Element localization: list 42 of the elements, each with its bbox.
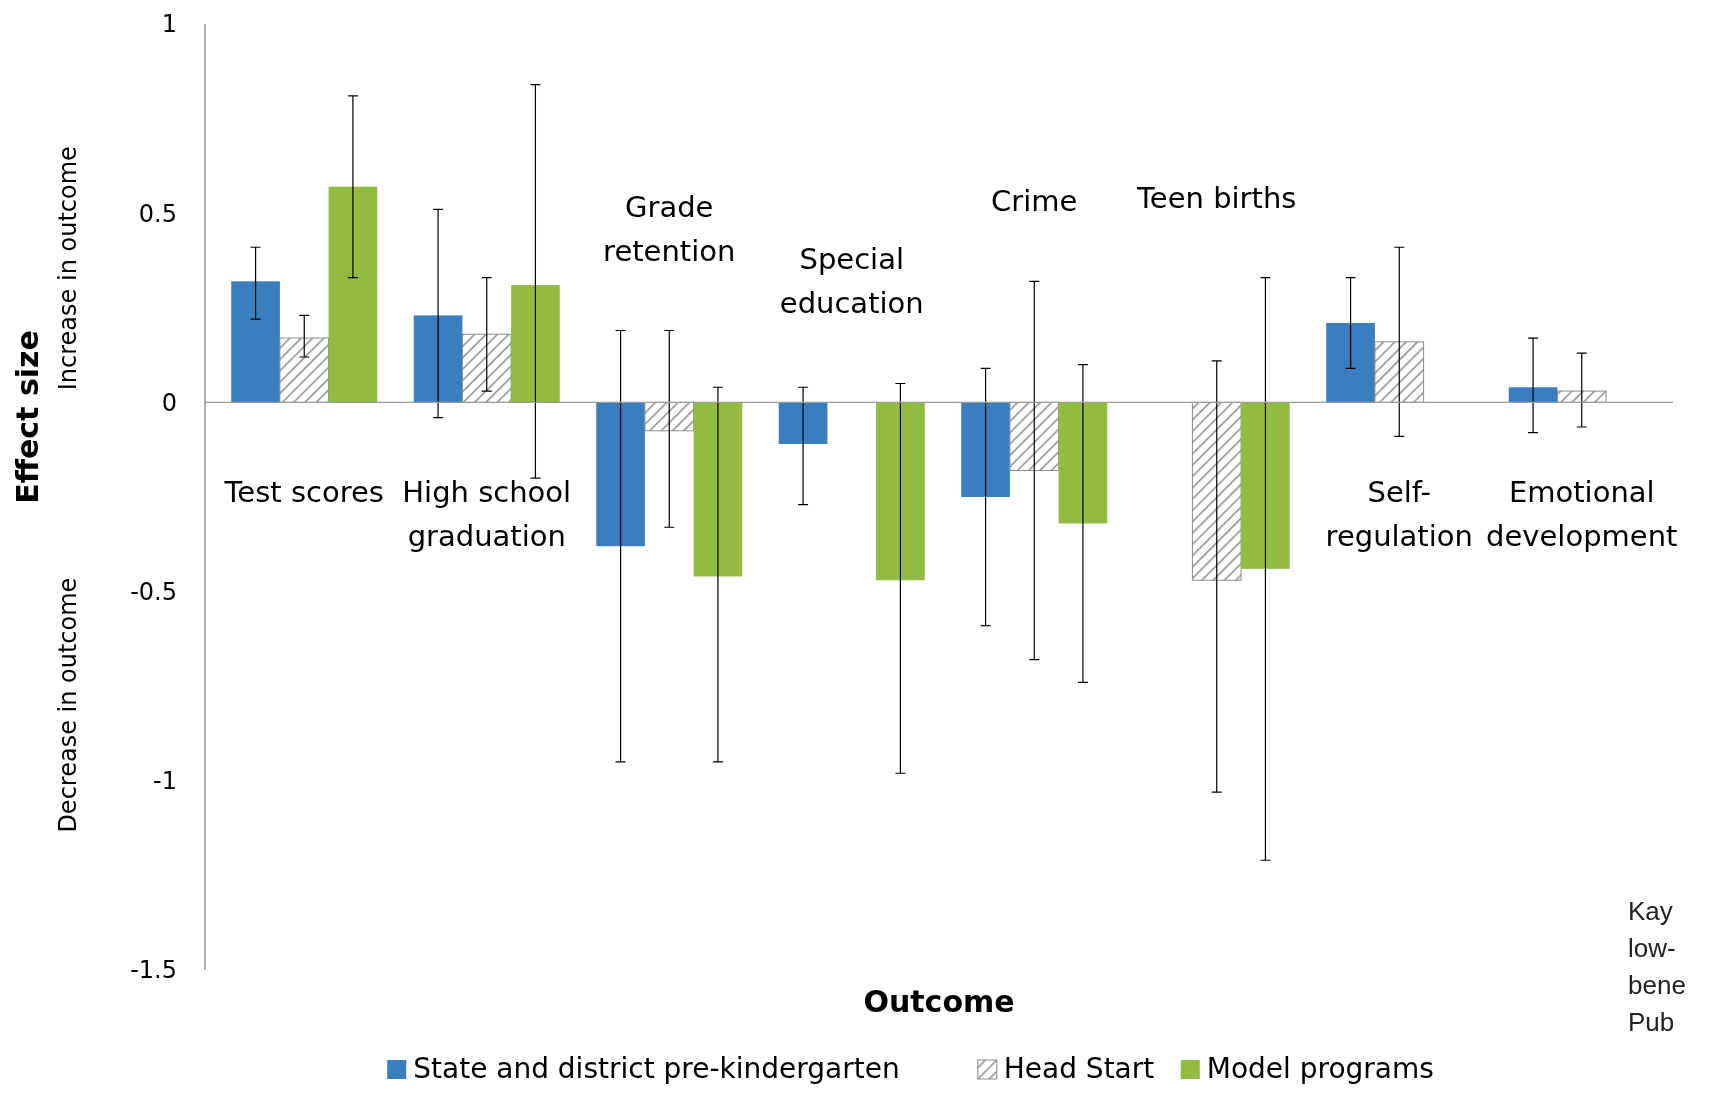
- bar: [693, 402, 743, 577]
- bar: [1556, 390, 1607, 403]
- bar: [1508, 387, 1558, 403]
- y-axis-title: Effect size: [10, 330, 45, 504]
- x-tick-label: Test scores: [223, 475, 384, 510]
- bar: [1374, 341, 1425, 403]
- y-tick-label: 1: [161, 10, 177, 39]
- y-tick-label: -1: [153, 767, 177, 796]
- x-tick-label: Crime: [991, 184, 1078, 219]
- bar: [961, 402, 1010, 497]
- x-tick-label: Special education: [779, 242, 924, 321]
- annotation: Kay low- bene Pub: [1628, 896, 1686, 1037]
- bar: [1191, 401, 1242, 581]
- y-tick-label: 0: [161, 388, 177, 417]
- bar: [1241, 402, 1290, 569]
- y-tick-label: -1.5: [130, 956, 177, 985]
- legend-label: Model programs: [1206, 1052, 1434, 1085]
- bar: [328, 186, 378, 403]
- bar: [876, 402, 925, 581]
- x-tick-label: Self-regulation: [1325, 475, 1473, 554]
- bar: [279, 337, 330, 403]
- legend-label: State and district pre-kindergarten: [413, 1052, 900, 1085]
- x-tick-label: Teen births: [1136, 180, 1297, 215]
- bar: [413, 315, 463, 403]
- bar: [231, 281, 280, 403]
- text: Decrease in outcome: [54, 577, 82, 833]
- bar: [461, 333, 512, 403]
- x-tick-label: Emotional development: [1486, 475, 1678, 554]
- bar: [1326, 322, 1375, 403]
- text: Increase in outcome: [54, 146, 82, 391]
- bar: [1009, 401, 1060, 472]
- bar: [778, 402, 828, 445]
- y-tick-label: 0.5: [138, 199, 177, 228]
- bar: [644, 401, 695, 432]
- bar: [1058, 402, 1108, 524]
- bar: [596, 402, 645, 547]
- x-tick-label: High school graduation: [402, 475, 572, 554]
- x-axis-title: Outcome: [863, 984, 1015, 1019]
- x-tick-label: Grade retention: [603, 189, 736, 268]
- legend-label: Head Start: [1003, 1052, 1155, 1085]
- bar: [511, 285, 560, 403]
- y-tick-label: -0.5: [130, 578, 177, 606]
